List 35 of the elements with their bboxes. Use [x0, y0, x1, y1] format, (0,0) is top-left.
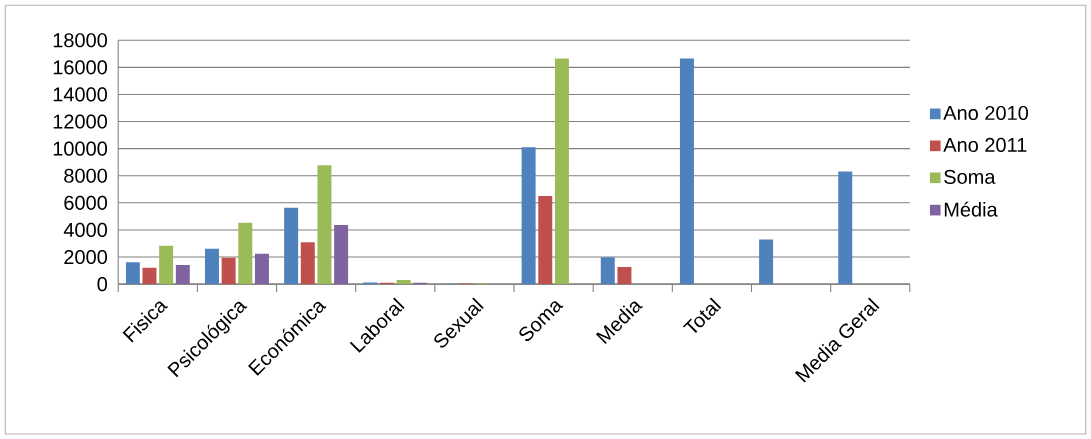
y-tick-label: 10000 — [53, 141, 108, 156]
bar — [838, 171, 853, 284]
bar — [759, 239, 774, 284]
bar — [204, 248, 219, 284]
bar — [238, 222, 253, 284]
bar — [142, 267, 157, 284]
bar — [254, 253, 269, 284]
legend-label: Ano 2010 — [943, 105, 1029, 120]
y-tick-label: 8000 — [64, 168, 108, 183]
bar — [617, 266, 632, 284]
bar — [679, 58, 694, 284]
bar — [159, 245, 174, 284]
bar — [221, 257, 236, 284]
bar — [600, 257, 615, 284]
y-tick-label: 2000 — [64, 249, 108, 264]
bar — [300, 242, 315, 284]
bar — [125, 262, 140, 284]
bar — [521, 146, 536, 284]
bar — [334, 224, 349, 284]
y-tick-label: 12000 — [53, 114, 108, 129]
y-tick-label: 6000 — [64, 195, 108, 210]
y-tick-label: 0 — [97, 276, 108, 292]
bar — [554, 58, 569, 284]
bar — [175, 264, 190, 284]
y-tick-label: 16000 — [53, 60, 108, 75]
bar — [317, 165, 332, 284]
bar — [284, 207, 299, 284]
bar — [396, 279, 411, 284]
bar — [538, 195, 553, 284]
legend-label: Soma — [944, 169, 996, 184]
legend-label: Média — [944, 201, 998, 217]
legend-label: Ano 2011 — [943, 137, 1027, 152]
y-tick-label: 18000 — [53, 33, 108, 48]
y-tick-label: 4000 — [63, 222, 108, 237]
y-tick-label: 14000 — [53, 87, 108, 102]
